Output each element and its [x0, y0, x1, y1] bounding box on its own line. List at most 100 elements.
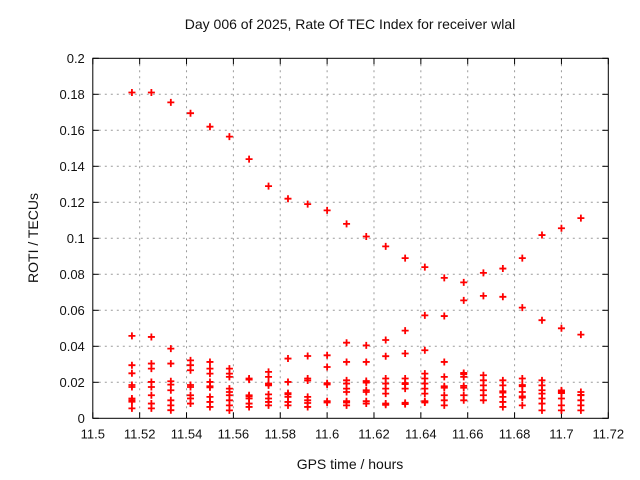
data-point-marker	[577, 406, 585, 414]
data-point-marker	[147, 404, 155, 412]
y-axis-label: ROTI / TECUs	[25, 193, 41, 283]
data-point-marker	[401, 400, 409, 408]
y-tick-label: 0.08	[59, 267, 84, 282]
y-tick-label: 0.02	[59, 375, 84, 390]
data-point-marker	[538, 406, 546, 414]
chart-title: Day 006 of 2025, Rate Of TEC Index for r…	[184, 16, 516, 32]
data-point-marker	[577, 214, 585, 222]
data-point-marker	[401, 254, 409, 262]
data-point-marker	[362, 379, 370, 387]
y-tick-label: 0.06	[59, 303, 84, 318]
data-point-marker	[206, 123, 214, 131]
data-point-marker	[460, 278, 468, 286]
data-point-marker	[518, 375, 526, 383]
data-point-marker	[284, 378, 292, 386]
data-point-marker	[265, 401, 273, 409]
y-tick-label: 0.12	[59, 195, 84, 210]
x-tick-label: 11.52	[124, 426, 156, 441]
data-point-marker	[304, 200, 312, 208]
plot-border	[92, 57, 609, 419]
y-tick-label: 0.14	[59, 159, 84, 174]
data-point-marker	[362, 233, 370, 240]
y-tick-label: 0	[78, 411, 85, 426]
data-point-marker	[499, 293, 507, 301]
y-tick-label: 0.04	[59, 339, 84, 354]
data-point-marker	[440, 358, 448, 366]
data-point-marker	[187, 383, 195, 391]
x-tick-label: 11.68	[499, 426, 531, 441]
data-point-marker	[206, 403, 214, 411]
data-point-marker	[440, 384, 448, 392]
data-point-marker	[265, 182, 273, 190]
data-point-marker	[167, 386, 175, 394]
data-point-marker	[479, 292, 487, 300]
data-point-marker	[323, 363, 331, 371]
data-point-marker	[167, 360, 175, 368]
data-point-marker	[147, 383, 155, 391]
x-tick-label: 11.54	[171, 426, 203, 441]
data-point-marker	[128, 369, 136, 377]
data-point-marker	[343, 401, 351, 409]
data-point-marker	[518, 304, 526, 312]
data-point-marker	[382, 401, 390, 409]
data-point-marker	[460, 373, 468, 381]
data-point-marker	[518, 401, 526, 409]
data-point-marker	[343, 339, 351, 347]
data-point-marker	[128, 404, 136, 412]
data-point-marker	[147, 391, 155, 399]
data-point-marker	[440, 401, 448, 409]
data-point-marker	[323, 206, 331, 214]
data-point-marker	[206, 383, 214, 391]
data-point-marker	[265, 373, 273, 381]
data-point-marker	[167, 345, 175, 353]
x-tick-label: 11.64	[405, 426, 437, 441]
data-point-marker	[557, 406, 565, 414]
y-tick-label: 0.16	[59, 123, 84, 138]
data-point-marker	[343, 358, 351, 366]
data-point-marker	[421, 398, 429, 406]
data-point-marker	[128, 332, 136, 340]
data-point-marker	[460, 396, 468, 404]
data-point-marker	[147, 333, 155, 341]
data-point-marker	[284, 195, 292, 203]
data-point-marker	[421, 311, 429, 319]
data-point-marker	[382, 336, 390, 344]
data-point-marker	[304, 352, 312, 360]
data-point-marker	[323, 380, 331, 388]
data-point-marker	[401, 385, 409, 393]
data-point-marker	[401, 350, 409, 357]
data-point-marker	[304, 403, 312, 411]
data-point-marker	[323, 351, 331, 359]
data-point-marker	[128, 89, 136, 96]
data-point-marker	[362, 341, 370, 349]
data-point-marker	[245, 155, 253, 163]
data-point-marker	[323, 398, 331, 406]
data-point-marker	[440, 274, 448, 282]
x-tick-label: 11.56	[218, 426, 250, 441]
data-point-marker	[577, 331, 585, 339]
x-tick-label: 11.5	[81, 426, 105, 441]
data-point-marker	[479, 396, 487, 404]
data-point-marker	[128, 361, 136, 369]
data-point-marker	[187, 366, 195, 374]
data-point-marker	[362, 400, 370, 408]
data-point-marker	[479, 269, 487, 277]
x-tick-label: 11.66	[452, 426, 484, 441]
data-point-marker	[538, 231, 546, 239]
data-point-marker	[206, 358, 214, 366]
data-point-marker	[460, 296, 468, 304]
data-point-marker	[401, 327, 409, 335]
x-tick-label: 11.6	[315, 426, 339, 441]
data-point-marker	[187, 109, 195, 117]
data-point-marker	[499, 265, 507, 273]
data-point-marker	[362, 388, 370, 396]
y-tick-label: 0.18	[59, 87, 84, 102]
data-point-marker	[440, 312, 448, 320]
data-point-marker	[225, 406, 233, 414]
data-point-marker	[499, 403, 507, 411]
data-point-marker	[147, 365, 155, 373]
data-point-marker	[245, 376, 253, 384]
y-tick-label: 0.2	[67, 51, 85, 66]
